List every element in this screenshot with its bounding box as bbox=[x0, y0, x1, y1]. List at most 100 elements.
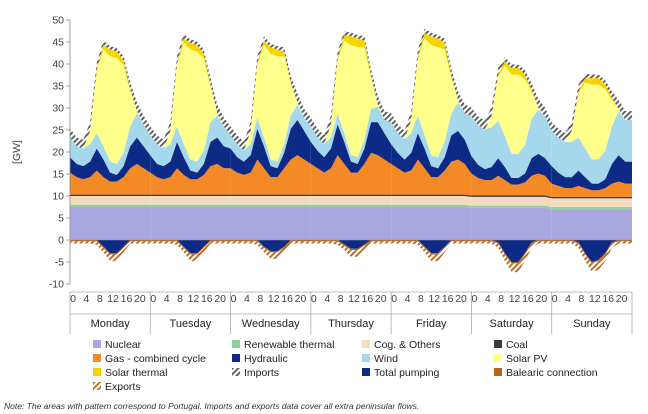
legend-item-renewable-thermal: Renewable thermal bbox=[232, 339, 334, 351]
x-hour-tick-label: 4 bbox=[565, 293, 571, 305]
y-tick-label: 10 bbox=[52, 191, 64, 203]
x-hour-tick-label: 12 bbox=[428, 293, 440, 305]
x-hour-tick-label: 0 bbox=[311, 293, 317, 305]
area-total-pumping-wednesday bbox=[230, 240, 311, 251]
area-balearic-connection-wednesday bbox=[230, 240, 311, 253]
area-coal-monday bbox=[70, 194, 151, 196]
day-label-monday: Monday bbox=[91, 318, 131, 330]
y-tick-label: -10 bbox=[49, 279, 64, 291]
x-hour-tick-label: 16 bbox=[281, 293, 293, 305]
area-solar-pv-sunday bbox=[551, 82, 632, 160]
area-renewable-thermal-tuesday bbox=[150, 204, 231, 207]
legend-swatch bbox=[494, 368, 502, 376]
legend-item-imports: Imports bbox=[232, 367, 279, 379]
area-solar-pv-tuesday bbox=[150, 42, 231, 162]
legend-item-balearic-connection: Balearic connection bbox=[494, 367, 598, 379]
area-nuclear-thursday bbox=[310, 207, 392, 240]
area-hydraulic-wednesday bbox=[230, 119, 311, 178]
area-solar-pv-wednesday bbox=[230, 45, 311, 162]
x-hour-tick-label: 16 bbox=[522, 293, 534, 305]
area-cog-others-thursday bbox=[310, 196, 392, 205]
area-cog-others-tuesday bbox=[150, 196, 231, 205]
y-tick-label: 45 bbox=[52, 37, 64, 49]
area-nuclear-tuesday bbox=[150, 207, 231, 240]
area-solar-pv-saturday bbox=[471, 65, 552, 154]
y-tick-label: 35 bbox=[52, 81, 64, 93]
area-exports-wednesday bbox=[230, 241, 311, 259]
legend-item-exports: Exports bbox=[93, 381, 141, 393]
y-tick-label: 20 bbox=[52, 147, 64, 159]
legend-swatch bbox=[494, 354, 502, 362]
legend-label: Nuclear bbox=[105, 339, 142, 351]
legend-swatch bbox=[232, 354, 240, 362]
legend-label: Renewable thermal bbox=[244, 339, 334, 351]
area-nuclear-monday bbox=[70, 207, 151, 240]
area-exports-tuesday bbox=[150, 241, 231, 262]
area-exports-saturday bbox=[471, 241, 552, 273]
x-hour-tick-label: 16 bbox=[121, 293, 133, 305]
legend-swatch bbox=[93, 382, 101, 390]
area-coal-thursday bbox=[310, 194, 392, 196]
area-gas-combined-cycle-sunday bbox=[551, 181, 632, 197]
area-wind-saturday bbox=[471, 109, 552, 178]
area-renewable-thermal-thursday bbox=[310, 204, 392, 207]
x-hour-tick-label: 8 bbox=[498, 293, 504, 305]
area-coal-tuesday bbox=[150, 194, 231, 196]
area-imports-wednesday bbox=[230, 36, 311, 151]
legend-item-nuclear: Nuclear bbox=[93, 339, 142, 351]
area-solar-pv-friday bbox=[391, 38, 472, 158]
legend-item-solar-thermal: Solar thermal bbox=[93, 367, 167, 379]
legend-label: Imports bbox=[244, 367, 279, 379]
area-imports-thursday bbox=[310, 31, 392, 145]
area-hydraulic-monday bbox=[70, 137, 151, 182]
area-gas-combined-cycle-friday bbox=[391, 159, 472, 196]
area-wind-sunday bbox=[551, 111, 632, 184]
legend-swatch bbox=[362, 340, 370, 348]
area-balearic-connection-thursday bbox=[310, 240, 392, 251]
area-renewable-thermal-friday bbox=[391, 204, 472, 208]
area-nuclear-wednesday bbox=[230, 207, 311, 240]
x-hour-tick-label: 20 bbox=[134, 293, 146, 305]
area-renewable-thermal-wednesday bbox=[230, 204, 311, 207]
y-tick-label: 5 bbox=[58, 213, 64, 225]
x-hour-tick-label: 4 bbox=[324, 293, 330, 305]
legend-swatch bbox=[93, 340, 101, 348]
x-hour-tick-label: 8 bbox=[579, 293, 585, 305]
area-solar-pv-monday bbox=[70, 49, 151, 164]
y-tick-label: 15 bbox=[52, 169, 64, 181]
legend-swatch bbox=[362, 354, 370, 362]
x-hour-tick-label: 4 bbox=[164, 293, 170, 305]
area-exports-monday bbox=[70, 241, 151, 262]
area-total-pumping-saturday bbox=[471, 240, 552, 262]
area-imports-monday bbox=[70, 40, 151, 149]
x-hour-tick-label: 20 bbox=[616, 293, 628, 305]
area-renewable-thermal-monday bbox=[70, 204, 151, 207]
area-coal-friday bbox=[391, 194, 472, 197]
legend-label: Coal bbox=[506, 339, 528, 351]
area-exports-thursday bbox=[310, 241, 392, 257]
area-cog-others-monday bbox=[70, 196, 151, 205]
area-coal-sunday bbox=[551, 196, 632, 199]
x-hour-tick-label: 0 bbox=[231, 293, 237, 305]
area-cog-others-saturday bbox=[471, 196, 552, 207]
x-hour-tick-label: 16 bbox=[362, 293, 374, 305]
area-total-pumping-thursday bbox=[310, 240, 392, 249]
legend-label: Total pumping bbox=[374, 367, 440, 379]
y-tick-label: -5 bbox=[55, 257, 64, 269]
legend-label: Exports bbox=[105, 381, 141, 393]
x-hour-tick-label: 0 bbox=[70, 293, 76, 305]
area-imports-friday bbox=[391, 28, 472, 140]
legend-label: Gas - combined cycle bbox=[105, 353, 206, 365]
legend-item-wind: Wind bbox=[362, 353, 398, 365]
legend-swatch bbox=[362, 368, 370, 376]
area-total-pumping-tuesday bbox=[150, 240, 231, 254]
x-hour-tick-label: 12 bbox=[268, 293, 280, 305]
y-tick-label: 40 bbox=[52, 59, 64, 71]
y-axis-label: [GW] bbox=[11, 140, 23, 164]
legend-swatch bbox=[93, 354, 101, 362]
x-hour-tick-label: 8 bbox=[418, 293, 424, 305]
x-hour-tick-label: 20 bbox=[375, 293, 387, 305]
day-label-tuesday: Tuesday bbox=[170, 318, 212, 330]
